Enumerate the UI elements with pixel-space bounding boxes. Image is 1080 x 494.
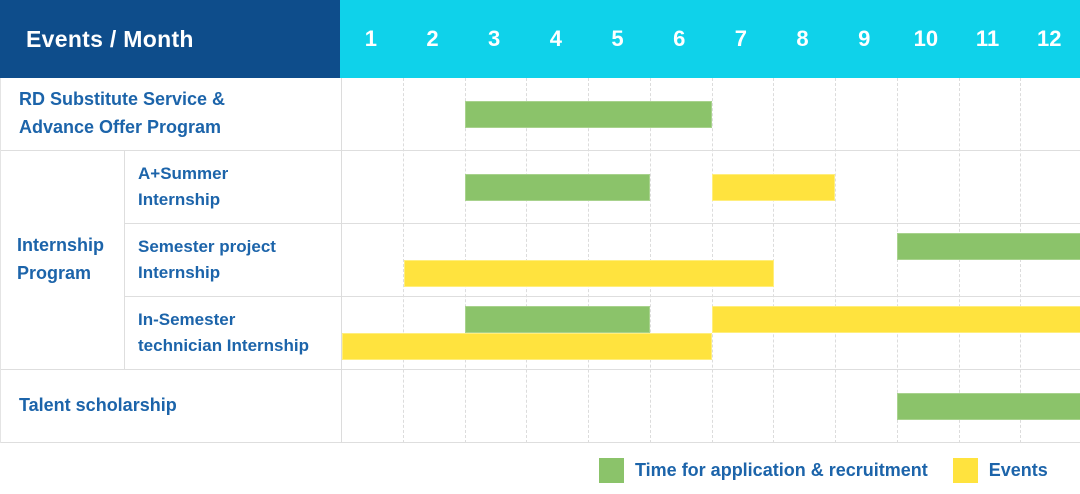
- bar-yellow-month2-7: [403, 260, 774, 287]
- month-header-12: 12: [1036, 26, 1062, 51]
- bar-yellow-month7-8: [712, 174, 836, 201]
- bar-green-month10-12: [897, 393, 1080, 420]
- table-header: Events / Month 1 2 3 4 5 6 7 8 9 10 11 12: [0, 0, 1080, 78]
- row-label-talent-scholarship: Talent scholarship: [1, 370, 341, 443]
- row-label-semester-project-internship: Semester project Internship: [125, 224, 341, 297]
- chart-row-in-semester-technician-internship: [342, 297, 1080, 370]
- bar-yellow-month1-6: [342, 333, 712, 360]
- month-header-1: 1: [364, 26, 377, 51]
- month-header-11: 11: [975, 26, 1000, 51]
- month-header-5: 5: [611, 26, 624, 51]
- month-column-2: [402, 78, 465, 443]
- legend: Time for application & recruitment Event…: [599, 457, 1048, 484]
- month-header-10: 10: [913, 26, 939, 51]
- month-column-9: [835, 78, 897, 443]
- month-header-row: 1 2 3 4 5 6 7 8 9 10 11 12: [340, 0, 1080, 78]
- chart-row-rd-substitute: [342, 78, 1080, 151]
- month-column-8: [773, 78, 835, 443]
- legend-application-label: Time for application & recruitment: [635, 460, 928, 480]
- month-header-9: 9: [858, 26, 871, 51]
- month-header-8: 8: [796, 26, 809, 51]
- month-header-6: 6: [673, 26, 686, 51]
- bar-yellow-month7-12: [712, 306, 1080, 333]
- chart-area: [341, 78, 1080, 443]
- legend-events-swatch-icon: [952, 458, 978, 483]
- month-column-10: [896, 78, 959, 443]
- chart-row-semester-project-internship: [342, 224, 1080, 297]
- month-column-12: [1020, 78, 1080, 443]
- legend-events-label: Events: [988, 460, 1048, 480]
- month-column-11: [958, 78, 1021, 443]
- legend-application-swatch-icon: [599, 458, 624, 483]
- month-header-7: 7: [734, 26, 747, 51]
- bar-green-month3-5: [465, 306, 651, 333]
- group-label-internship-program: Internship Program: [1, 151, 125, 370]
- month-header-2: 2: [426, 26, 439, 51]
- bar-green-month10-12: [897, 233, 1080, 260]
- chart-row-a-summer-internship: [342, 151, 1080, 224]
- month-header-4: 4: [549, 26, 562, 51]
- chart-row-talent-scholarship: [342, 370, 1080, 443]
- month-header-3: 3: [488, 26, 501, 51]
- row-label-rd-substitute: RD Substitute Service & Advance Offer Pr…: [1, 78, 341, 151]
- row-label-a-summer-internship: A+Summer Internship: [125, 151, 341, 224]
- row-label-in-semester-technician-internship: In-Semester technician Internship: [125, 297, 341, 370]
- bar-green-month3-6: [465, 101, 712, 128]
- header-title: Events / Month: [0, 0, 340, 78]
- bar-green-month3-5: [465, 174, 651, 201]
- table-body: RD Substitute Service & Advance Offer Pr…: [0, 78, 1080, 443]
